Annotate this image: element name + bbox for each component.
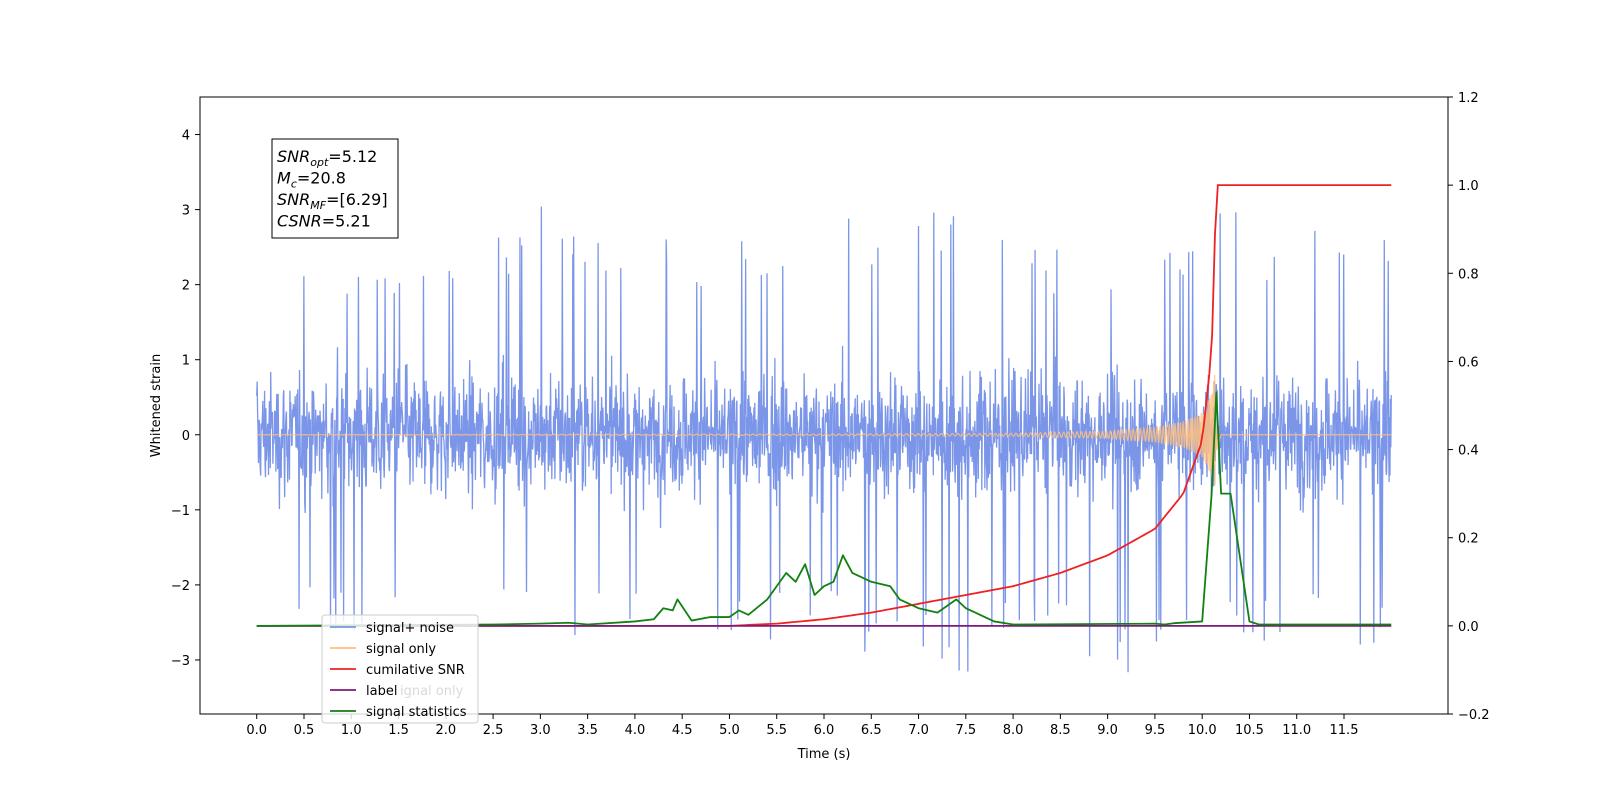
annotation-box-frame [271, 138, 399, 239]
legend-entry: signal statistics [366, 705, 467, 720]
series-signal-statistics-line [256, 391, 1392, 627]
x-tick-label: 8.5 [1050, 723, 1071, 738]
y-tick-label-left: 1 [182, 354, 190, 369]
annotation-line: CSNR=5.21 [277, 212, 371, 231]
y-tick-label-left: −3 [171, 654, 190, 669]
legend-entry: signal+ noise [366, 621, 454, 636]
legend: signal+ noise signal only cumilative SNR la… [321, 614, 479, 724]
x-tick-label: 3.5 [577, 723, 598, 738]
annotation-line: SNRMF=[6.29] [277, 190, 388, 212]
y-tick-label-right: −0.2 [1458, 708, 1490, 723]
series-signal-only-line [256, 374, 1392, 486]
x-tick-label: 2.0 [435, 723, 456, 738]
x-tick-label: 11.5 [1330, 723, 1359, 738]
x-axis-label: Time (s) [797, 747, 851, 762]
x-tick-label: 1.0 [341, 723, 362, 738]
x-tick-label: 9.5 [1145, 723, 1166, 738]
x-tick-label: 3.0 [530, 723, 551, 738]
x-tick-label: 10.5 [1235, 723, 1264, 738]
x-tick-label: 2.5 [483, 723, 504, 738]
y-tick-label-left: 2 [182, 279, 190, 294]
y-tick-label-left: −1 [171, 504, 190, 519]
x-tick-label: 10.0 [1188, 723, 1217, 738]
y-tick-label-right: 0.6 [1458, 355, 1479, 370]
legend-frame [321, 614, 479, 724]
x-tick-label: 4.5 [672, 723, 693, 738]
y-tick-label-left: 0 [182, 429, 190, 444]
x-tick-label: 4.0 [625, 723, 646, 738]
y-tick-label-left: −2 [171, 579, 190, 594]
x-tick-label: 5.5 [766, 723, 787, 738]
x-tick-label: 6.5 [861, 723, 882, 738]
x-tick-label: 7.0 [908, 723, 929, 738]
x-tick-label: 7.5 [955, 723, 976, 738]
y-tick-label-right: 0.0 [1458, 620, 1479, 635]
y-tick-label-right: 0.4 [1458, 444, 1479, 459]
annotation-line: SNRopt=5.12 [277, 147, 377, 169]
y-tick-label-right: 1.2 [1458, 91, 1479, 106]
x-tick-label: 1.5 [388, 723, 409, 738]
legend-entry: label [366, 684, 397, 699]
x-tick-label: 0.0 [246, 723, 267, 738]
y-tick-label-left: 4 [182, 129, 190, 144]
y-tick-label-right: 0.8 [1458, 267, 1479, 282]
legend-overlap-text: ignal only [400, 684, 464, 699]
x-tick-label: 8.0 [1003, 723, 1024, 738]
annotation-line: Mc=20.8 [277, 169, 346, 191]
y-tick-label-right: 1.0 [1458, 179, 1479, 194]
x-tick-label: 0.5 [294, 723, 315, 738]
legend-entry: signal only [366, 642, 436, 657]
legend-entry: cumilative SNR [366, 663, 465, 678]
axes-layer: 0.0 0.5 1.0 1.5 2.0 2.5 3.0 3.5 4.0 4.5 5.0 5.5 6.0 6… [171, 91, 1490, 738]
x-tick-label: 9.0 [1097, 723, 1118, 738]
x-tick-label: 5.0 [719, 723, 740, 738]
y-tick-label-left: 3 [182, 204, 190, 219]
x-tick-label: 11.0 [1282, 723, 1311, 738]
x-tick-label: 6.0 [814, 723, 835, 738]
y-axis-label-left: Whitened strain [149, 354, 164, 457]
y-tick-label-right: 0.2 [1458, 532, 1479, 547]
